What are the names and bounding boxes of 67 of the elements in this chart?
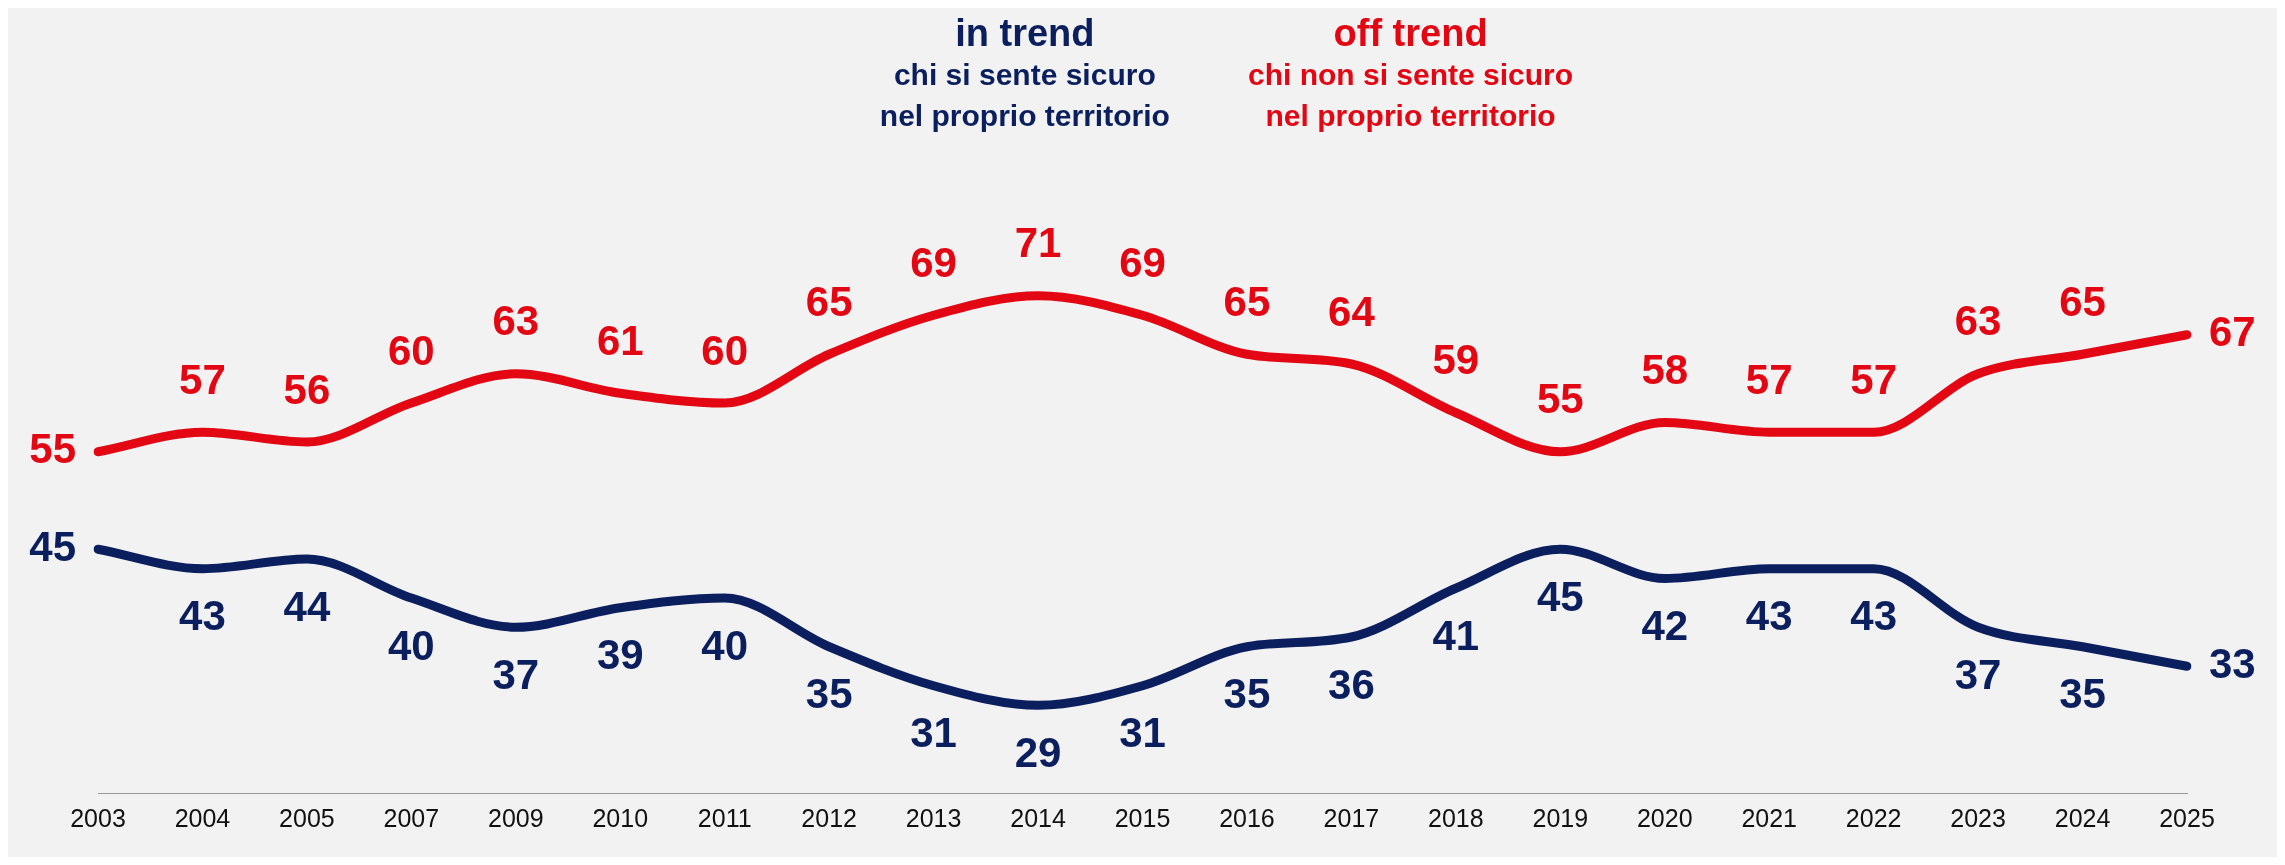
data-label: 60 xyxy=(701,326,749,374)
data-label: 55 xyxy=(29,425,76,473)
data-label: 69 xyxy=(1119,238,1166,286)
text: chi non si sente sicuro nel proprio territorio xyxy=(1247,57,1575,134)
x-tick-label: 2004 xyxy=(174,803,231,832)
x-tick-label: 2021 xyxy=(1741,803,1798,832)
data-label: 41 xyxy=(1432,611,1480,659)
data-label: 45 xyxy=(29,522,76,570)
data-label: 57 xyxy=(1745,355,1793,403)
x-tick-label: 2003 xyxy=(70,803,126,832)
x-tick-label: 2007 xyxy=(383,803,440,832)
data-label: 31 xyxy=(910,709,957,757)
data-label: 35 xyxy=(2059,670,2106,718)
x-tick-label: 2019 xyxy=(1532,803,1589,832)
data-label: 69 xyxy=(910,238,957,286)
x-tick-label: 2025 xyxy=(2159,803,2215,832)
data-label: 31 xyxy=(1119,709,1166,757)
data-label: 65 xyxy=(805,277,853,325)
data-label: 65 xyxy=(1223,277,1271,325)
data-label: 64 xyxy=(1328,287,1376,335)
text: in trend xyxy=(954,12,1096,55)
data-label: 35 xyxy=(1223,670,1271,718)
text: chi si sente sicuro nel proprio territorio xyxy=(878,57,1171,134)
data-label: 61 xyxy=(596,316,644,364)
data-label: 43 xyxy=(1850,592,1898,640)
data-label: 57 xyxy=(179,355,226,403)
data-label: 39 xyxy=(596,631,644,679)
data-label: 33 xyxy=(2209,639,2256,687)
x-tick-label: 2016 xyxy=(1219,803,1275,832)
x-tick-label: 2014 xyxy=(1010,803,1066,832)
x-tick-label: 2012 xyxy=(801,803,857,832)
x-tick-label: 2018 xyxy=(1428,803,1484,832)
x-tick-label: 2011 xyxy=(697,803,752,832)
x-tick-label: 2015 xyxy=(1114,803,1171,832)
data-label: 40 xyxy=(387,621,435,669)
x-tick-label: 2020 xyxy=(1636,803,1693,832)
text: off trend xyxy=(1332,12,1489,55)
data-label: 43 xyxy=(1745,592,1793,640)
x-tick-label: 2023 xyxy=(1950,803,2006,832)
data-label: 67 xyxy=(2209,308,2256,356)
data-label: 40 xyxy=(701,621,749,669)
data-label: 65 xyxy=(2059,277,2106,325)
x-tick-label: 2010 xyxy=(592,803,649,832)
data-label: 43 xyxy=(179,592,226,640)
data-label: 35 xyxy=(805,670,853,718)
data-label: 56 xyxy=(283,365,331,413)
data-label: 55 xyxy=(1536,375,1584,423)
x-tick-label: 2009 xyxy=(487,803,544,832)
data-label: 57 xyxy=(1850,355,1898,403)
x-tick-label: 2017 xyxy=(1323,803,1380,832)
x-tick-label: 2013 xyxy=(905,803,962,832)
data-label: 36 xyxy=(1328,660,1375,708)
data-label: 71 xyxy=(1014,219,1062,267)
data-label: 45 xyxy=(1536,572,1584,620)
data-label: 60 xyxy=(387,326,435,374)
data-label: 37 xyxy=(1954,650,2002,698)
data-label: 42 xyxy=(1641,602,1689,650)
x-tick-label: 2005 xyxy=(279,803,335,832)
data-label: 44 xyxy=(283,582,331,630)
data-label: 37 xyxy=(492,650,540,698)
x-tick-label: 2022 xyxy=(1845,803,1902,832)
data-label: 63 xyxy=(1954,297,2002,345)
data-label: 63 xyxy=(492,297,540,345)
data-label: 58 xyxy=(1641,346,1689,394)
x-tick-label: 2024 xyxy=(2054,803,2111,832)
data-label: 59 xyxy=(1432,336,1480,384)
data-label: 29 xyxy=(1014,728,1062,776)
